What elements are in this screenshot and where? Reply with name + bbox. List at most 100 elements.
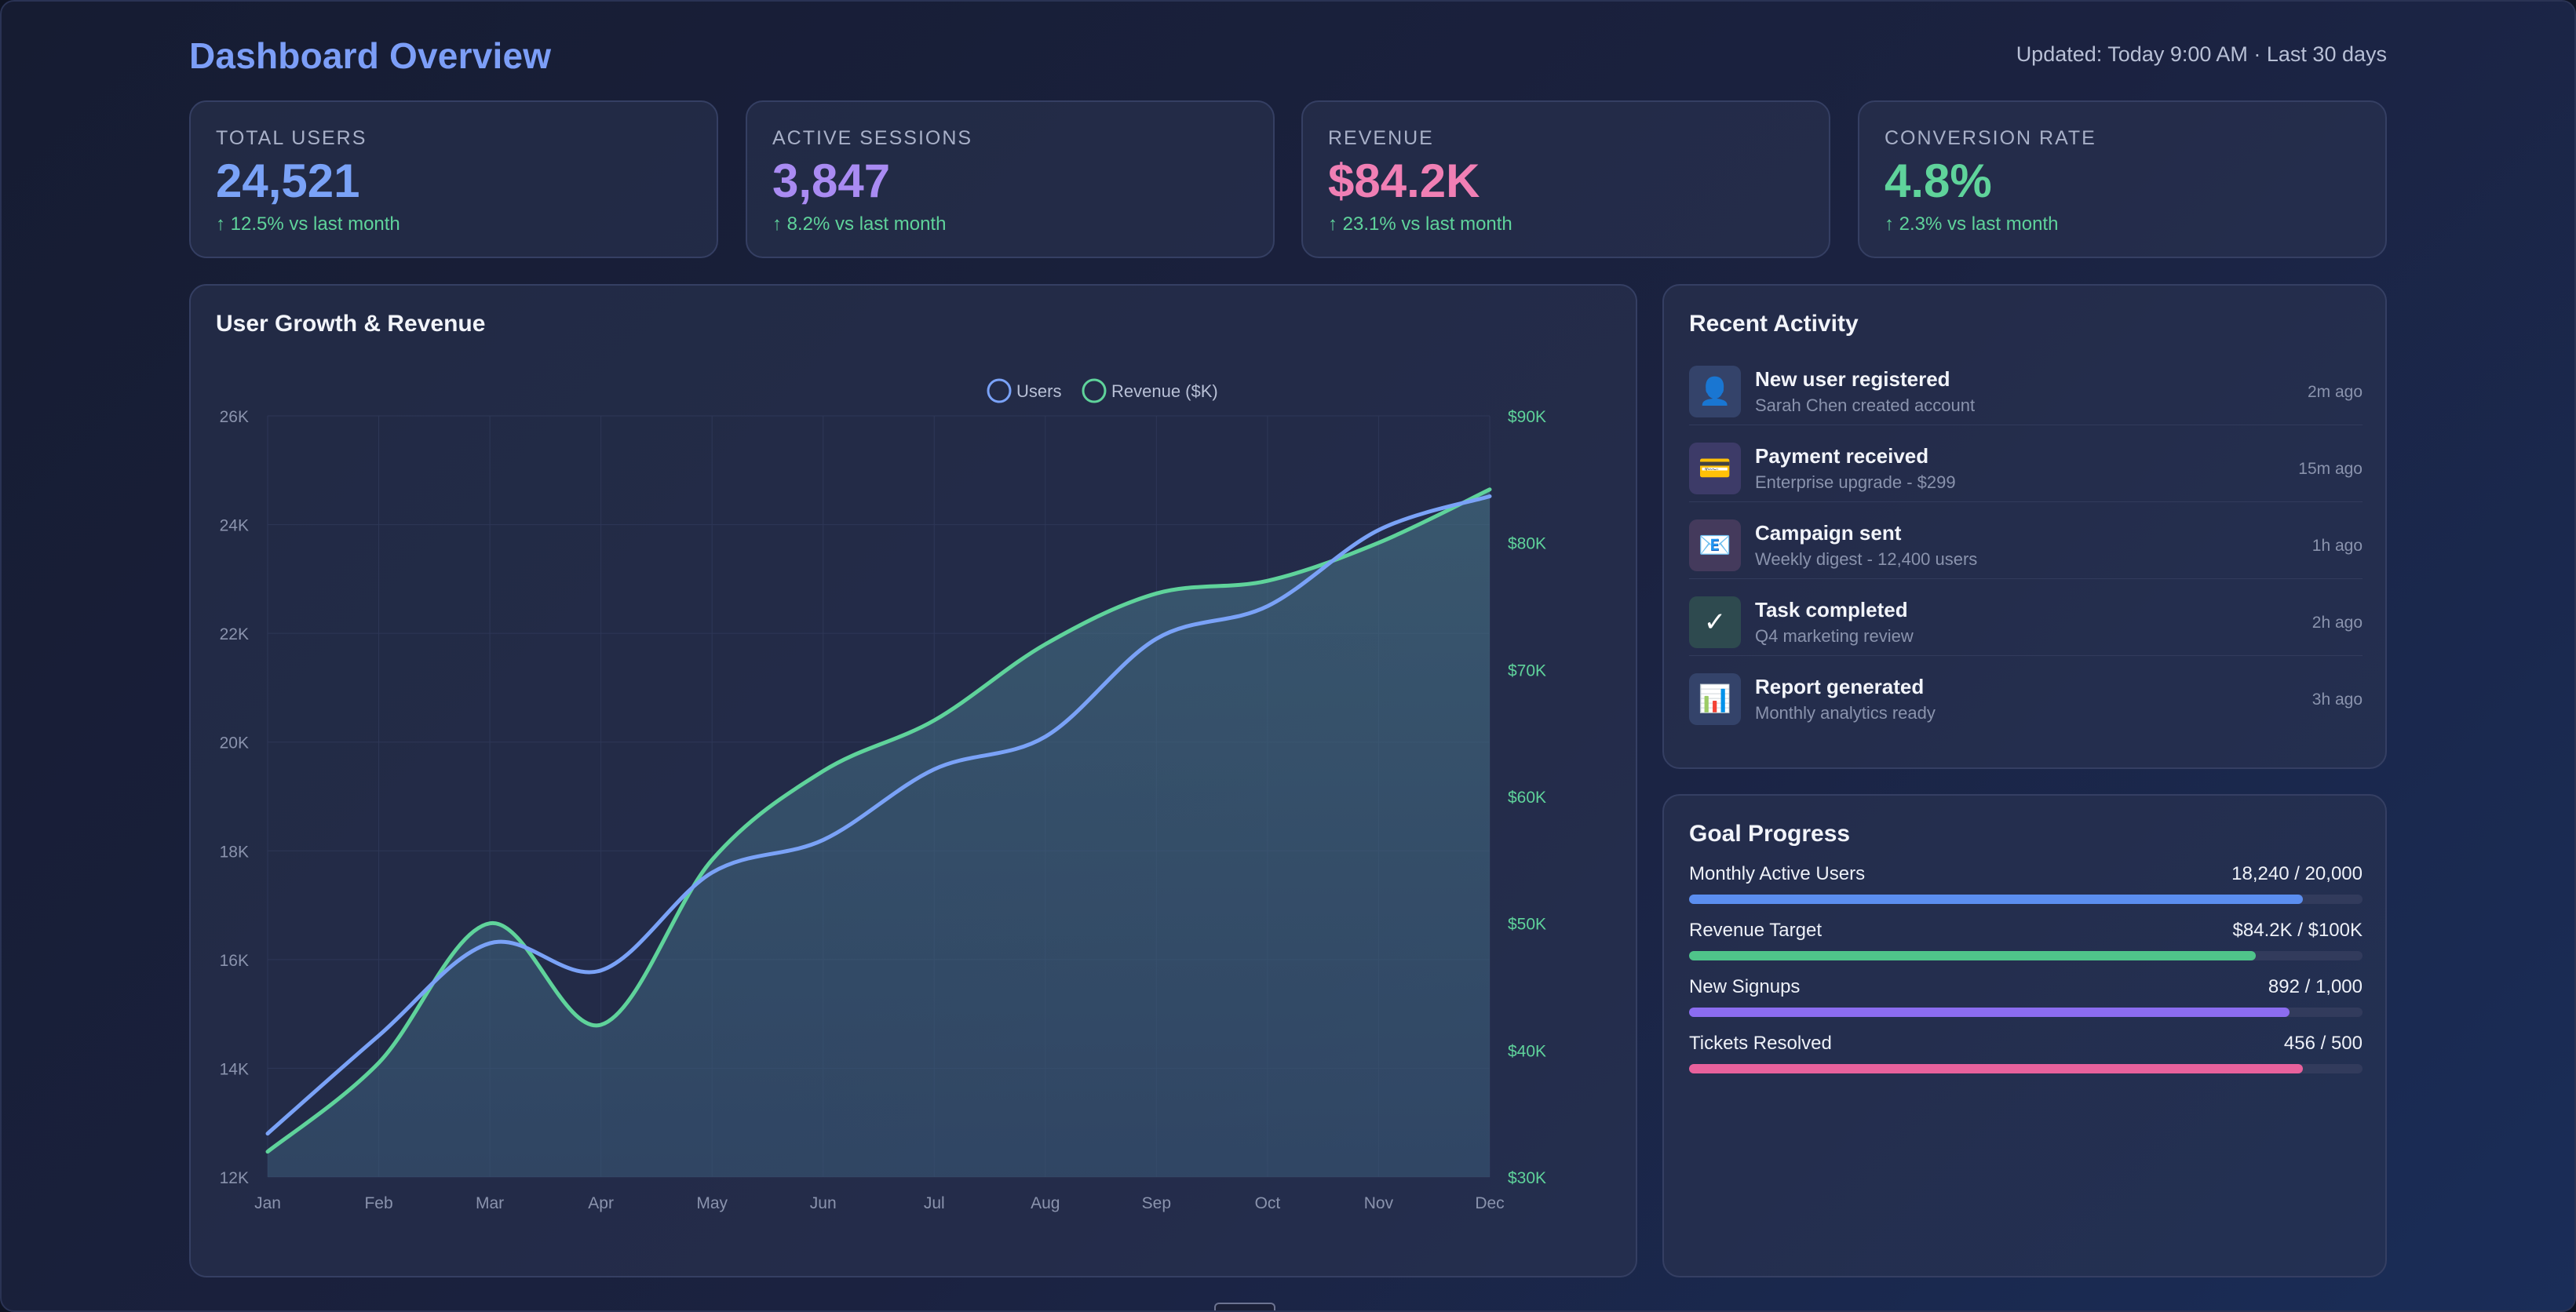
activity-time: 2m ago bbox=[2307, 383, 2363, 401]
legend-revenue-marker bbox=[1082, 378, 1107, 403]
x-tick-label: Jun bbox=[810, 1194, 837, 1212]
stat-delta: ↑ 8.2% vs last month bbox=[772, 213, 947, 235]
legend-users-marker bbox=[987, 378, 1012, 403]
activity-item[interactable]: 💳 Payment received Enterprise upgrade - … bbox=[1689, 425, 2363, 502]
y-left-tick-label: 26K bbox=[220, 408, 249, 426]
activity-subtitle: Q4 marketing review bbox=[1755, 626, 1914, 646]
stat-card-total-users[interactable]: TOTAL USERS 24,521 ↑ 12.5% vs last month bbox=[189, 100, 718, 258]
stat-label: CONVERSION RATE bbox=[1885, 127, 2096, 149]
activity-subtitle: Weekly digest - 12,400 users bbox=[1755, 549, 1978, 569]
activity-time: 15m ago bbox=[2298, 460, 2363, 478]
legend-users-label: Users bbox=[1016, 381, 1061, 401]
progress-fill bbox=[1689, 951, 2257, 960]
users-line bbox=[265, 494, 1492, 1136]
credit-card-icon: 💳 bbox=[1689, 443, 1741, 494]
y-left-tick-label: 14K bbox=[220, 1060, 249, 1078]
activity-item[interactable]: 👤 New user registered Sarah Chen created… bbox=[1689, 348, 2363, 425]
x-tick-label: Feb bbox=[364, 1194, 392, 1212]
x-tick-label: May bbox=[696, 1194, 728, 1212]
stat-delta: ↑ 12.5% vs last month bbox=[216, 213, 400, 235]
bar-chart-icon: 📊 bbox=[1689, 673, 1741, 725]
activity-item[interactable]: ✓ Task completed Q4 marketing review 2h … bbox=[1689, 579, 2363, 656]
stat-delta: ↑ 23.1% vs last month bbox=[1328, 213, 1512, 235]
stat-card-active-sessions[interactable]: ACTIVE SESSIONS 3,847 ↑ 8.2% vs last mon… bbox=[746, 100, 1275, 258]
goal-label: Tickets Resolved bbox=[1689, 1033, 1832, 1054]
x-tick-label: Mar bbox=[476, 1194, 504, 1212]
header: Dashboard Overview Updated: Today 9:00 A… bbox=[189, 31, 2387, 78]
page-title: Dashboard Overview bbox=[189, 35, 552, 76]
progress-track bbox=[1689, 1064, 2363, 1073]
updated-timestamp: Updated: Today 9:00 AM · Last 30 days bbox=[2016, 42, 2387, 66]
x-tick-label: Dec bbox=[1475, 1194, 1504, 1212]
y-right-tick-label: $70K bbox=[1508, 661, 1546, 680]
activity-subtitle: Monthly analytics ready bbox=[1755, 703, 1936, 723]
x-tick-label: Jul bbox=[924, 1194, 945, 1212]
goal-value: 456 / 500 bbox=[2283, 1033, 2363, 1054]
goal-value: 892 / 1,000 bbox=[2268, 976, 2363, 997]
activity-subtitle: Sarah Chen created account bbox=[1755, 395, 1976, 415]
x-tick-label: Jan bbox=[254, 1194, 281, 1212]
goal-row: Revenue Target $84.2K / $100K bbox=[1689, 920, 2363, 976]
y-right-tick-label: $30K bbox=[1508, 1169, 1546, 1187]
y-left-tick-label: 20K bbox=[220, 734, 249, 753]
recent-activity-title: Recent Activity bbox=[1689, 311, 1859, 337]
legend-revenue-label: Revenue ($K) bbox=[1111, 381, 1218, 401]
progress-track bbox=[1689, 951, 2363, 960]
x-tick-label: Aug bbox=[1031, 1194, 1060, 1212]
activity-item[interactable]: 📊 Report generated Monthly analytics rea… bbox=[1689, 656, 2363, 733]
activity-title: Report generated bbox=[1755, 675, 1925, 698]
y-right-tick-label: $40K bbox=[1508, 1042, 1546, 1060]
activity-time: 2h ago bbox=[2311, 614, 2363, 632]
stat-value: 4.8% bbox=[1885, 155, 1992, 207]
x-tick-label: Nov bbox=[1364, 1194, 1394, 1212]
goal-label: Revenue Target bbox=[1689, 920, 1823, 941]
revenue-area bbox=[268, 489, 1490, 1177]
goal-label: New Signups bbox=[1689, 976, 1801, 997]
check-icon: ✓ bbox=[1689, 596, 1741, 648]
dashboard-page: Dashboard Overview Updated: Today 9:00 A… bbox=[189, 2, 2387, 1310]
scrollbar-handle[interactable] bbox=[1214, 1303, 1275, 1310]
x-tick-label: Apr bbox=[588, 1194, 614, 1212]
stat-card-revenue[interactable]: REVENUE $84.2K ↑ 23.1% vs last month bbox=[1301, 100, 1830, 258]
goal-row: Monthly Active Users 18,240 / 20,000 bbox=[1689, 863, 2363, 920]
user-growth-revenue-chart[interactable]: 12K 14K 16K 18K 20K 22K 24K 26K $30K $40K $50K $60K… bbox=[191, 286, 1639, 1279]
progress-track bbox=[1689, 1008, 2363, 1017]
goal-progress-card: Goal Progress Monthly Active Users 18,24… bbox=[1662, 794, 2387, 1277]
goal-value: 18,240 / 20,000 bbox=[2231, 863, 2363, 884]
y-left-tick-label: 12K bbox=[220, 1169, 249, 1187]
goal-progress-title: Goal Progress bbox=[1689, 821, 1851, 847]
chart-card: User Growth & Revenue 12K 14K 16K 18K 20K 22K… bbox=[189, 284, 1637, 1277]
activity-subtitle: Enterprise upgrade - $299 bbox=[1755, 472, 1956, 492]
activity-time: 1h ago bbox=[2311, 537, 2363, 555]
y-right-tick-label: $50K bbox=[1508, 916, 1546, 934]
goal-value: $84.2K / $100K bbox=[2232, 920, 2363, 941]
y-left-tick-label: 16K bbox=[220, 952, 249, 970]
recent-activity-card: Recent Activity 👤 New user registered Sa… bbox=[1662, 284, 2387, 769]
progress-track bbox=[1689, 895, 2363, 904]
y-left-tick-label: 22K bbox=[220, 625, 249, 643]
activity-time: 3h ago bbox=[2311, 691, 2363, 709]
stat-card-conversion-rate[interactable]: CONVERSION RATE 4.8% ↑ 2.3% vs last mont… bbox=[1858, 100, 2387, 258]
goal-row: Tickets Resolved 456 / 500 bbox=[1689, 1033, 2363, 1089]
stat-delta: ↑ 2.3% vs last month bbox=[1885, 213, 2059, 235]
activity-title: Payment received bbox=[1755, 444, 1929, 468]
user-icon: 👤 bbox=[1689, 366, 1741, 417]
goal-row: New Signups 892 / 1,000 bbox=[1689, 976, 2363, 1033]
progress-fill bbox=[1689, 1008, 2290, 1017]
y-right-tick-label: $60K bbox=[1508, 789, 1546, 807]
x-tick-label: Sep bbox=[1142, 1194, 1171, 1212]
stat-value: 3,847 bbox=[772, 155, 891, 207]
y-left-tick-label: 18K bbox=[220, 843, 249, 861]
stat-value: $84.2K bbox=[1328, 155, 1480, 207]
progress-fill bbox=[1689, 1064, 2304, 1073]
activity-title: New user registered bbox=[1755, 367, 1950, 391]
stat-label: REVENUE bbox=[1328, 127, 1434, 149]
activity-title: Task completed bbox=[1755, 598, 1908, 621]
activity-title: Campaign sent bbox=[1755, 521, 1902, 545]
stat-label: ACTIVE SESSIONS bbox=[772, 127, 973, 149]
activity-item[interactable]: 📧 Campaign sent Weekly digest - 12,400 u… bbox=[1689, 502, 2363, 579]
revenue-line bbox=[265, 487, 1492, 1154]
y-left-tick-label: 24K bbox=[220, 517, 249, 535]
x-tick-label: Oct bbox=[1255, 1194, 1281, 1212]
y-right-tick-label: $80K bbox=[1508, 535, 1546, 553]
